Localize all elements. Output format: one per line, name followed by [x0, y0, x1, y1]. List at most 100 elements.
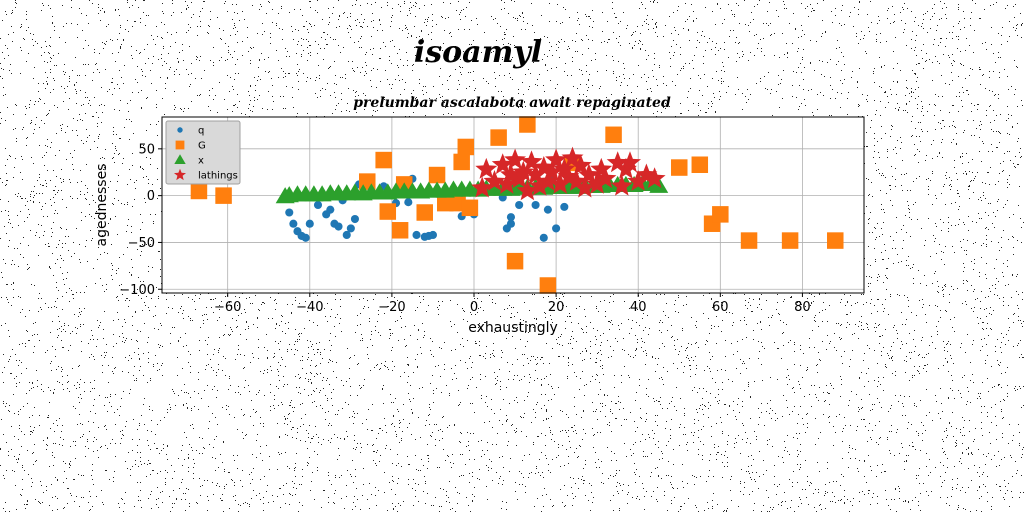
- data-point-G: [506, 252, 524, 270]
- data-point-lathings: [471, 176, 494, 198]
- data-point-q: [552, 224, 561, 233]
- series-lathings: [471, 146, 666, 201]
- data-point-q: [313, 200, 323, 210]
- data-point-q: [515, 200, 524, 210]
- data-point-lathings: [627, 170, 650, 191]
- x-axis-ticks: −60 −40 −20 0 20 40 60 80: [214, 293, 811, 315]
- data-point-q: [539, 233, 548, 242]
- chart-title: prelumbar ascalabota await repaginated: [353, 95, 671, 111]
- data-point-G: [827, 232, 844, 249]
- data-point-q: [326, 205, 335, 214]
- x-tick-label: 60: [712, 300, 729, 315]
- x-tick-label: −40: [296, 300, 323, 315]
- data-point-q: [289, 219, 298, 228]
- legend-marker-G: [175, 140, 185, 150]
- data-point-lathings: [606, 151, 629, 173]
- data-point-lathings: [516, 179, 539, 201]
- data-point-lathings: [565, 170, 588, 191]
- x-axis-label: exhaustingly: [468, 320, 558, 336]
- data-point-lathings: [528, 174, 551, 196]
- data-point-G: [490, 129, 507, 146]
- data-point-lathings: [619, 151, 641, 173]
- data-point-G: [539, 277, 557, 294]
- data-point-lathings: [561, 146, 584, 168]
- legend-box: [165, 120, 241, 185]
- legend-label-q: q: [198, 126, 204, 137]
- data-point-lathings: [610, 174, 633, 196]
- data-point-G: [712, 206, 729, 223]
- data-point-lathings: [586, 172, 609, 194]
- data-point-q: [301, 233, 310, 242]
- data-point-q: [346, 224, 355, 233]
- data-point-q: [543, 205, 552, 214]
- data-point-G: [375, 151, 392, 169]
- data-point-G: [457, 138, 475, 156]
- data-point-lathings: [504, 148, 526, 170]
- series-G: [190, 116, 844, 294]
- data-point-lathings: [520, 150, 543, 172]
- data-point-q: [305, 219, 314, 228]
- data-point-lathings: [553, 157, 576, 179]
- x-tick-label: 80: [794, 300, 811, 315]
- data-point-lathings: [532, 156, 555, 177]
- plot-area: −60 −40 −20 0 20 40 60 80 −100 −50 0 50: [119, 116, 865, 315]
- data-point-lathings: [569, 154, 592, 175]
- legend-label-G: G: [198, 141, 206, 152]
- y-axis-ticks: −100 −50 0 50: [119, 142, 162, 298]
- data-point-q: [404, 198, 413, 207]
- series-x: [275, 174, 669, 204]
- data-point-G: [215, 187, 232, 204]
- plot-frame: [161, 116, 865, 294]
- legend-label-lathings: lathings: [198, 171, 238, 182]
- x-tick-label: 40: [630, 300, 647, 315]
- data-point-q: [342, 230, 351, 240]
- data-point-G: [453, 153, 470, 171]
- data-point-q: [285, 208, 294, 217]
- data-point-q: [560, 202, 569, 211]
- y-tick-label: −50: [128, 236, 155, 251]
- legend-label-x: x: [198, 156, 204, 167]
- data-point-lathings: [536, 170, 559, 191]
- data-point-G: [391, 222, 409, 239]
- y-tick-label: −100: [119, 283, 155, 298]
- x-tick-label: −20: [378, 300, 405, 315]
- data-point-lathings: [557, 165, 580, 187]
- y-tick-label: 50: [138, 142, 155, 157]
- data-point-lathings: [541, 160, 563, 182]
- data-point-G: [379, 203, 397, 220]
- data-point-q: [350, 214, 359, 224]
- legend-marker-x: [174, 154, 186, 164]
- data-point-lathings: [512, 160, 535, 182]
- data-point-lathings: [483, 170, 506, 191]
- data-point-lathings: [578, 163, 600, 185]
- data-point-q: [506, 219, 515, 228]
- figure-suptitle: isoamyl: [414, 35, 542, 70]
- legend-marker-q: [177, 127, 183, 133]
- data-point-lathings: [573, 176, 596, 198]
- data-point-lathings: [590, 157, 613, 179]
- y-tick-label: 0: [147, 189, 155, 204]
- data-point-G: [416, 204, 433, 221]
- data-point-lathings: [643, 167, 666, 189]
- data-point-lathings: [594, 167, 617, 189]
- data-point-G: [519, 116, 536, 133]
- data-point-lathings: [524, 163, 547, 185]
- data-point-q: [334, 222, 343, 231]
- data-point-lathings: [500, 163, 522, 185]
- data-point-G: [428, 166, 446, 184]
- data-point-G: [781, 232, 799, 249]
- data-points: [190, 116, 844, 294]
- data-point-lathings: [545, 148, 568, 170]
- data-point-G: [190, 182, 208, 200]
- legend-marker-lathings: [174, 168, 186, 181]
- data-point-G: [691, 156, 709, 173]
- data-point-G: [461, 199, 479, 217]
- data-point-q: [531, 200, 540, 210]
- data-point-q: [428, 230, 437, 240]
- data-point-lathings: [549, 172, 572, 194]
- data-point-q: [412, 230, 421, 240]
- data-point-lathings: [491, 153, 514, 175]
- data-point-G: [740, 232, 758, 249]
- x-tick-label: 20: [548, 300, 565, 315]
